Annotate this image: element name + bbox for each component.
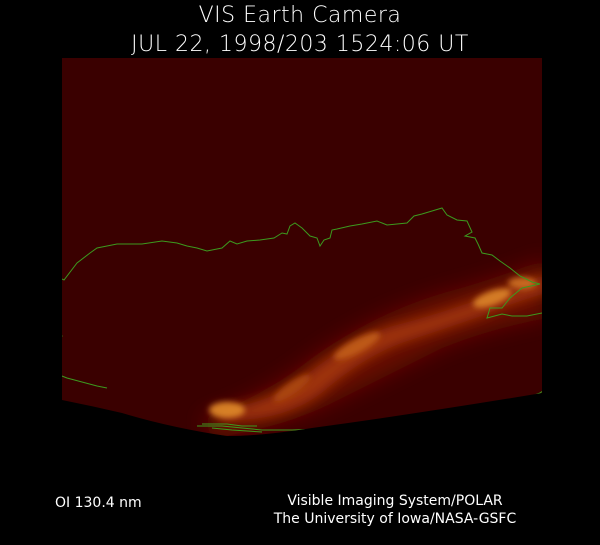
image-title: VIS Earth Camera <box>198 3 402 28</box>
institution-label: The University of Iowa/NASA-GSFC <box>273 511 517 527</box>
wavelength-label: OI 130.4 nm <box>55 495 142 511</box>
instrument-label: Visible Imaging System/POLAR <box>287 493 503 509</box>
credit-block: Visible Imaging System/POLAR The Univers… <box>230 492 560 528</box>
image-timestamp: JUL 22, 1998/203 1524:06 UT <box>131 32 469 57</box>
earth-camera-image <box>62 58 542 458</box>
